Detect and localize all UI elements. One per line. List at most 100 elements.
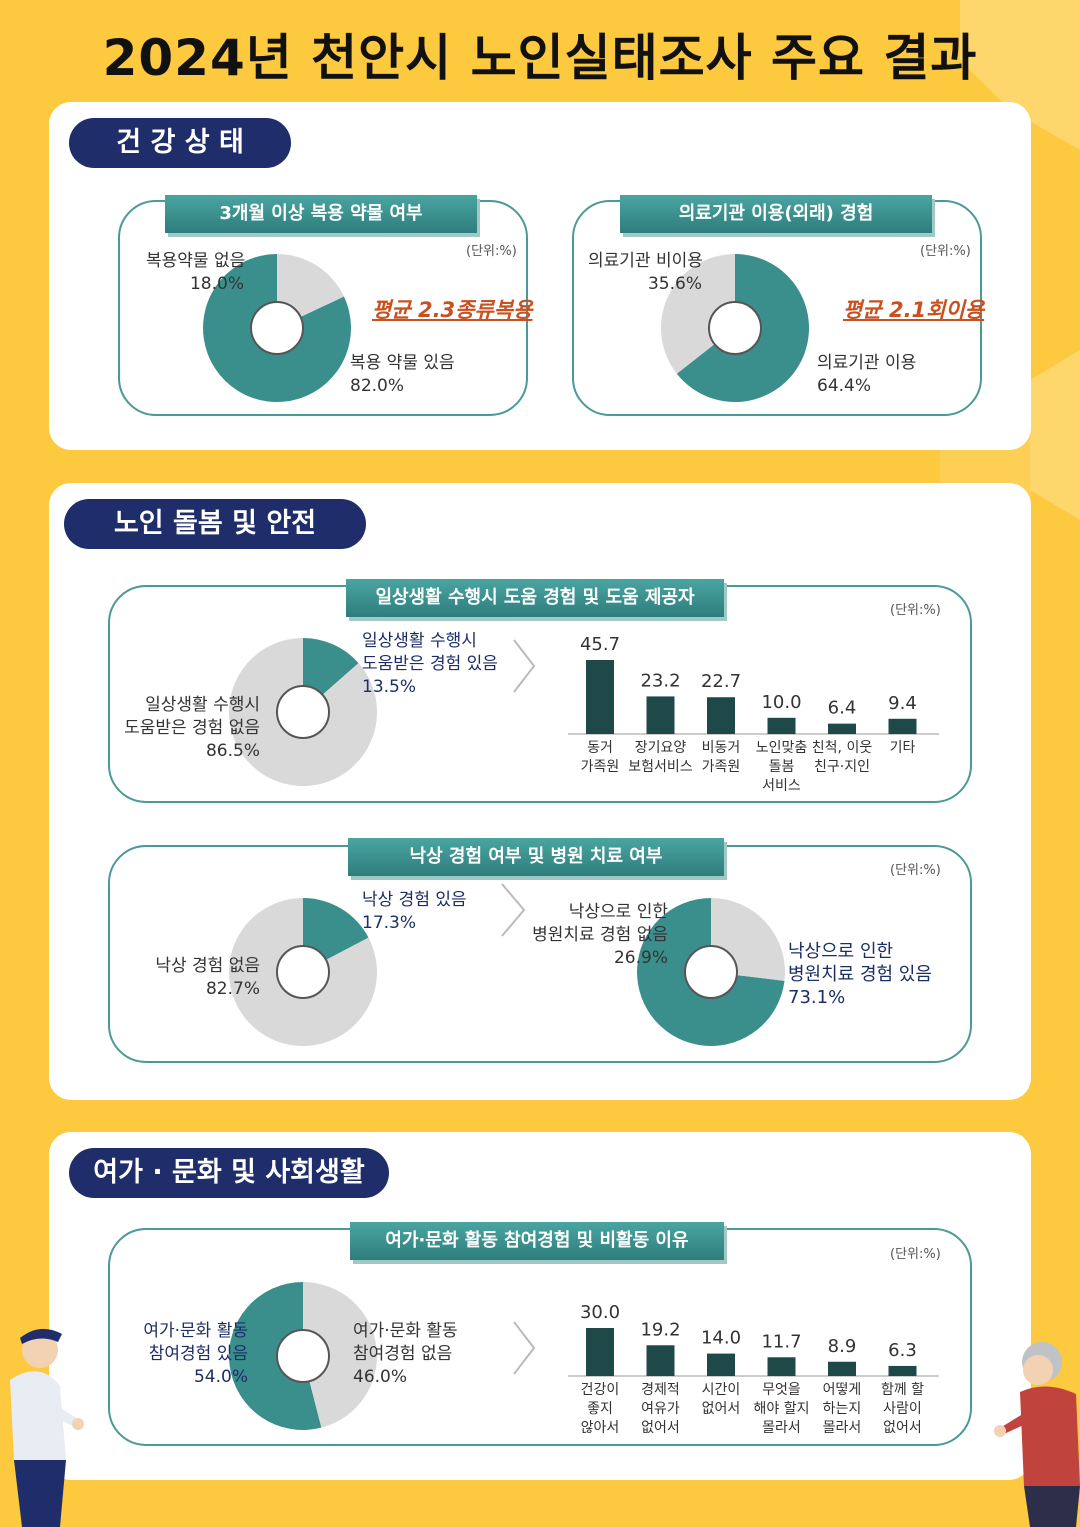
non-activity-reasons-category-label-0-0: 건강이: [581, 1382, 620, 1398]
non-activity-reasons-value-label-4: 8.9: [828, 1336, 857, 1357]
medication-unit: (단위:%): [466, 244, 517, 259]
fall-yes-label: 낙상 경험 있음 17.3%: [362, 890, 467, 933]
fall-arrow: [501, 883, 526, 937]
help-providers-category-label-4-0: 친척, 이웃: [812, 740, 873, 756]
leisure-donut-hole: [276, 1329, 330, 1383]
daily-help-title: 일상생활 수행시 도움 경험 및 도움 제공자: [346, 579, 724, 617]
grandmother-illustration: [994, 1342, 1080, 1527]
non-activity-reasons-bar-1: [646, 1345, 675, 1376]
leisure-yes-label: 여가·문화 활동 참여경험 있음 54.0%: [143, 1321, 248, 1387]
help-providers-category-label-4-1: 친구·지인: [814, 759, 870, 775]
help-providers-bar-5: [888, 718, 917, 734]
help-providers-category-label-2-0: 비동거: [702, 740, 741, 756]
help-providers-category-label-0-1: 가족원: [581, 759, 620, 775]
help-providers-value-label-0: 45.7: [580, 634, 620, 655]
fall-unit: (단위:%): [890, 863, 941, 878]
leisure-slice-0: [229, 1282, 322, 1430]
non-activity-reasons-bar-2: [707, 1353, 735, 1376]
medical-title: 의료기관 이용(외래) 경험: [620, 195, 932, 233]
non-activity-reasons-category-label-2-0: 시간이: [702, 1382, 741, 1398]
medication-average-note: 평균 2.3종류복용: [372, 298, 533, 322]
medical-slice-1: [661, 254, 735, 374]
daily-help-arrow: [513, 639, 536, 693]
non-activity-reasons-category-label-3-0: 무엇을: [762, 1382, 801, 1398]
fall-treatment-donut: [637, 898, 785, 1046]
help-providers-category-label-2-1: 가족원: [702, 759, 741, 775]
daily-help-no-label: 일상생활 수행시 도움받은 경험 없음 86.5%: [124, 695, 260, 761]
section-pill-leisure: 여가 · 문화 및 사회생활: [69, 1148, 389, 1198]
non-activity-reasons-bar-3: [767, 1357, 796, 1376]
help-providers-category-label-3-2: 서비스: [762, 778, 801, 794]
section-pill-care: 노인 돌봄 및 안전: [64, 499, 366, 549]
non-activity-reasons-category-label-1-0: 경제적: [641, 1382, 680, 1398]
help-providers-value-label-4: 6.4: [828, 698, 857, 719]
medical-donut-hole: [708, 301, 762, 355]
help-providers-bar-1: [646, 696, 675, 734]
fall-treatment-donut-hole: [684, 945, 738, 999]
fall-donut-hole: [276, 945, 330, 999]
help-providers-category-label-1-0: 장기요양: [635, 740, 687, 756]
help-providers-category-label-1-1: 보험서비스: [628, 759, 693, 775]
help-providers-value-label-2: 22.7: [701, 671, 741, 692]
help-providers-value-label-3: 10.0: [761, 692, 801, 713]
daily-help-donut: [229, 638, 377, 786]
help-providers-category-label-5-0: 기타: [890, 740, 916, 756]
non-activity-reasons-category-label-0-2: 않아서: [581, 1420, 620, 1436]
non-activity-reasons-category-label-2-1: 없어서: [702, 1401, 741, 1417]
non-activity-reasons-category-label-5-1: 사람이: [883, 1401, 922, 1417]
non-activity-reasons-bar-chart: 30.0건강이좋지않아서19.2경제적여유가없어서14.0시간이없어서11.7무…: [568, 1302, 939, 1436]
non-activity-reasons-value-label-5: 6.3: [888, 1340, 917, 1361]
medication-donut: [203, 254, 351, 402]
help-providers-category-label-3-0: 노인맞춤: [756, 740, 808, 756]
non-activity-reasons-category-label-4-2: 몰라서: [823, 1420, 862, 1436]
help-providers-value-label-1: 23.2: [640, 670, 680, 691]
medical-average-note: 평균 2.1회이용: [843, 298, 985, 322]
medication-no-label: 복용약물 없음 18.0%: [146, 251, 246, 294]
non-activity-reasons-value-label-3: 11.7: [761, 1331, 801, 1352]
fall-title: 낙상 경험 여부 및 병원 치료 여부: [348, 838, 724, 876]
leisure-donut: [229, 1282, 378, 1430]
help-providers-bar-0: [586, 660, 614, 734]
medical-no-label: 의료기관 비이용 35.6%: [588, 251, 703, 294]
non-activity-reasons-category-label-3-2: 몰라서: [762, 1420, 801, 1436]
non-activity-reasons-value-label-0: 30.0: [580, 1302, 620, 1323]
help-providers-category-label-3-1: 돌봄: [769, 759, 795, 775]
fall-no-label: 낙상 경험 없음 82.7%: [155, 956, 260, 999]
help-providers-value-label-5: 9.4: [888, 693, 917, 714]
help-providers-bar-4: [828, 723, 856, 734]
medication-yes-label: 복용 약물 있음 82.0%: [350, 353, 455, 396]
non-activity-reasons-bar-0: [586, 1328, 614, 1376]
page-title: 2024년 천안시 노인실태조사 주요 결과: [102, 29, 978, 87]
help-providers-category-label-0-0: 동거: [587, 740, 613, 756]
non-activity-reasons-category-label-4-1: 하는지: [823, 1401, 862, 1417]
medical-unit: (단위:%): [920, 244, 971, 259]
medical-donut: [661, 254, 809, 402]
non-activity-reasons-category-label-5-2: 없어서: [883, 1420, 922, 1436]
medical-yes-label: 의료기관 이용 64.4%: [817, 353, 917, 396]
fall-treatment-no-label: 낙상으로 인한 병원치료 경험 없음 26.9%: [532, 902, 668, 968]
leisure-title: 여가·문화 활동 참여경험 및 비활동 이유: [350, 1222, 724, 1260]
non-activity-reasons-category-label-3-1: 해야 할지: [754, 1401, 810, 1417]
medication-title: 3개월 이상 복용 약물 여부: [165, 195, 477, 233]
section-pill-health: 건 강 상 태: [69, 118, 291, 168]
non-activity-reasons-category-label-4-0: 어떻게: [823, 1382, 862, 1398]
daily-help-donut-hole: [276, 685, 330, 739]
leisure-arrow: [513, 1321, 536, 1375]
leisure-slice-1: [303, 1282, 378, 1428]
leisure-unit: (단위:%): [890, 1247, 941, 1262]
non-activity-reasons-category-label-1-2: 없어서: [641, 1420, 680, 1436]
help-providers-bar-3: [767, 717, 796, 734]
leisure-no-label: 여가·문화 활동 참여경험 없음 46.0%: [353, 1321, 458, 1387]
non-activity-reasons-bar-5: [888, 1365, 917, 1376]
medication-donut-hole: [250, 301, 304, 355]
non-activity-reasons-value-label-2: 14.0: [701, 1328, 741, 1349]
daily-help-unit: (단위:%): [890, 603, 941, 618]
non-activity-reasons-category-label-0-1: 좋지: [587, 1401, 613, 1417]
non-activity-reasons-category-label-1-1: 여유가: [641, 1401, 680, 1417]
non-activity-reasons-value-label-1: 19.2: [640, 1319, 680, 1340]
daily-help-yes-label: 일상생활 수행시 도움받은 경험 있음 13.5%: [362, 631, 498, 697]
non-activity-reasons-bar-4: [828, 1361, 856, 1376]
fall-treatment-yes-label: 낙상으로 인한 병원치료 경험 있음 73.1%: [788, 941, 932, 1008]
police-officer-illustration: [10, 1328, 84, 1527]
